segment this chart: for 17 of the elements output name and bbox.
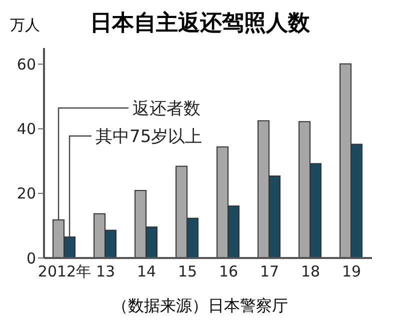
x-tick-label: 18: [300, 262, 320, 281]
text: 其中75岁以上: [96, 127, 202, 147]
series-label: 返还者数: [132, 99, 201, 119]
x-tick-label: 2012年: [38, 262, 92, 281]
x-tick-label: 15: [178, 262, 198, 281]
x-tick-label: 14: [136, 262, 156, 281]
y-tick-label: 40: [16, 120, 36, 138]
text: （数据来源）日本警察厅: [111, 296, 289, 317]
x-tick-label: 13: [96, 262, 116, 281]
x-tick-label: 17: [260, 262, 280, 281]
y-tick-label: 60: [16, 55, 36, 74]
x-tick-label: 19: [342, 262, 362, 281]
y-tick-label: 20: [16, 184, 36, 203]
chart-title: 日本自主返还驾照人数: [90, 11, 310, 36]
y-axis-title: 万人: [10, 16, 40, 35]
y-tick-label: 0: [26, 249, 36, 268]
x-tick-label: 16: [218, 262, 238, 281]
